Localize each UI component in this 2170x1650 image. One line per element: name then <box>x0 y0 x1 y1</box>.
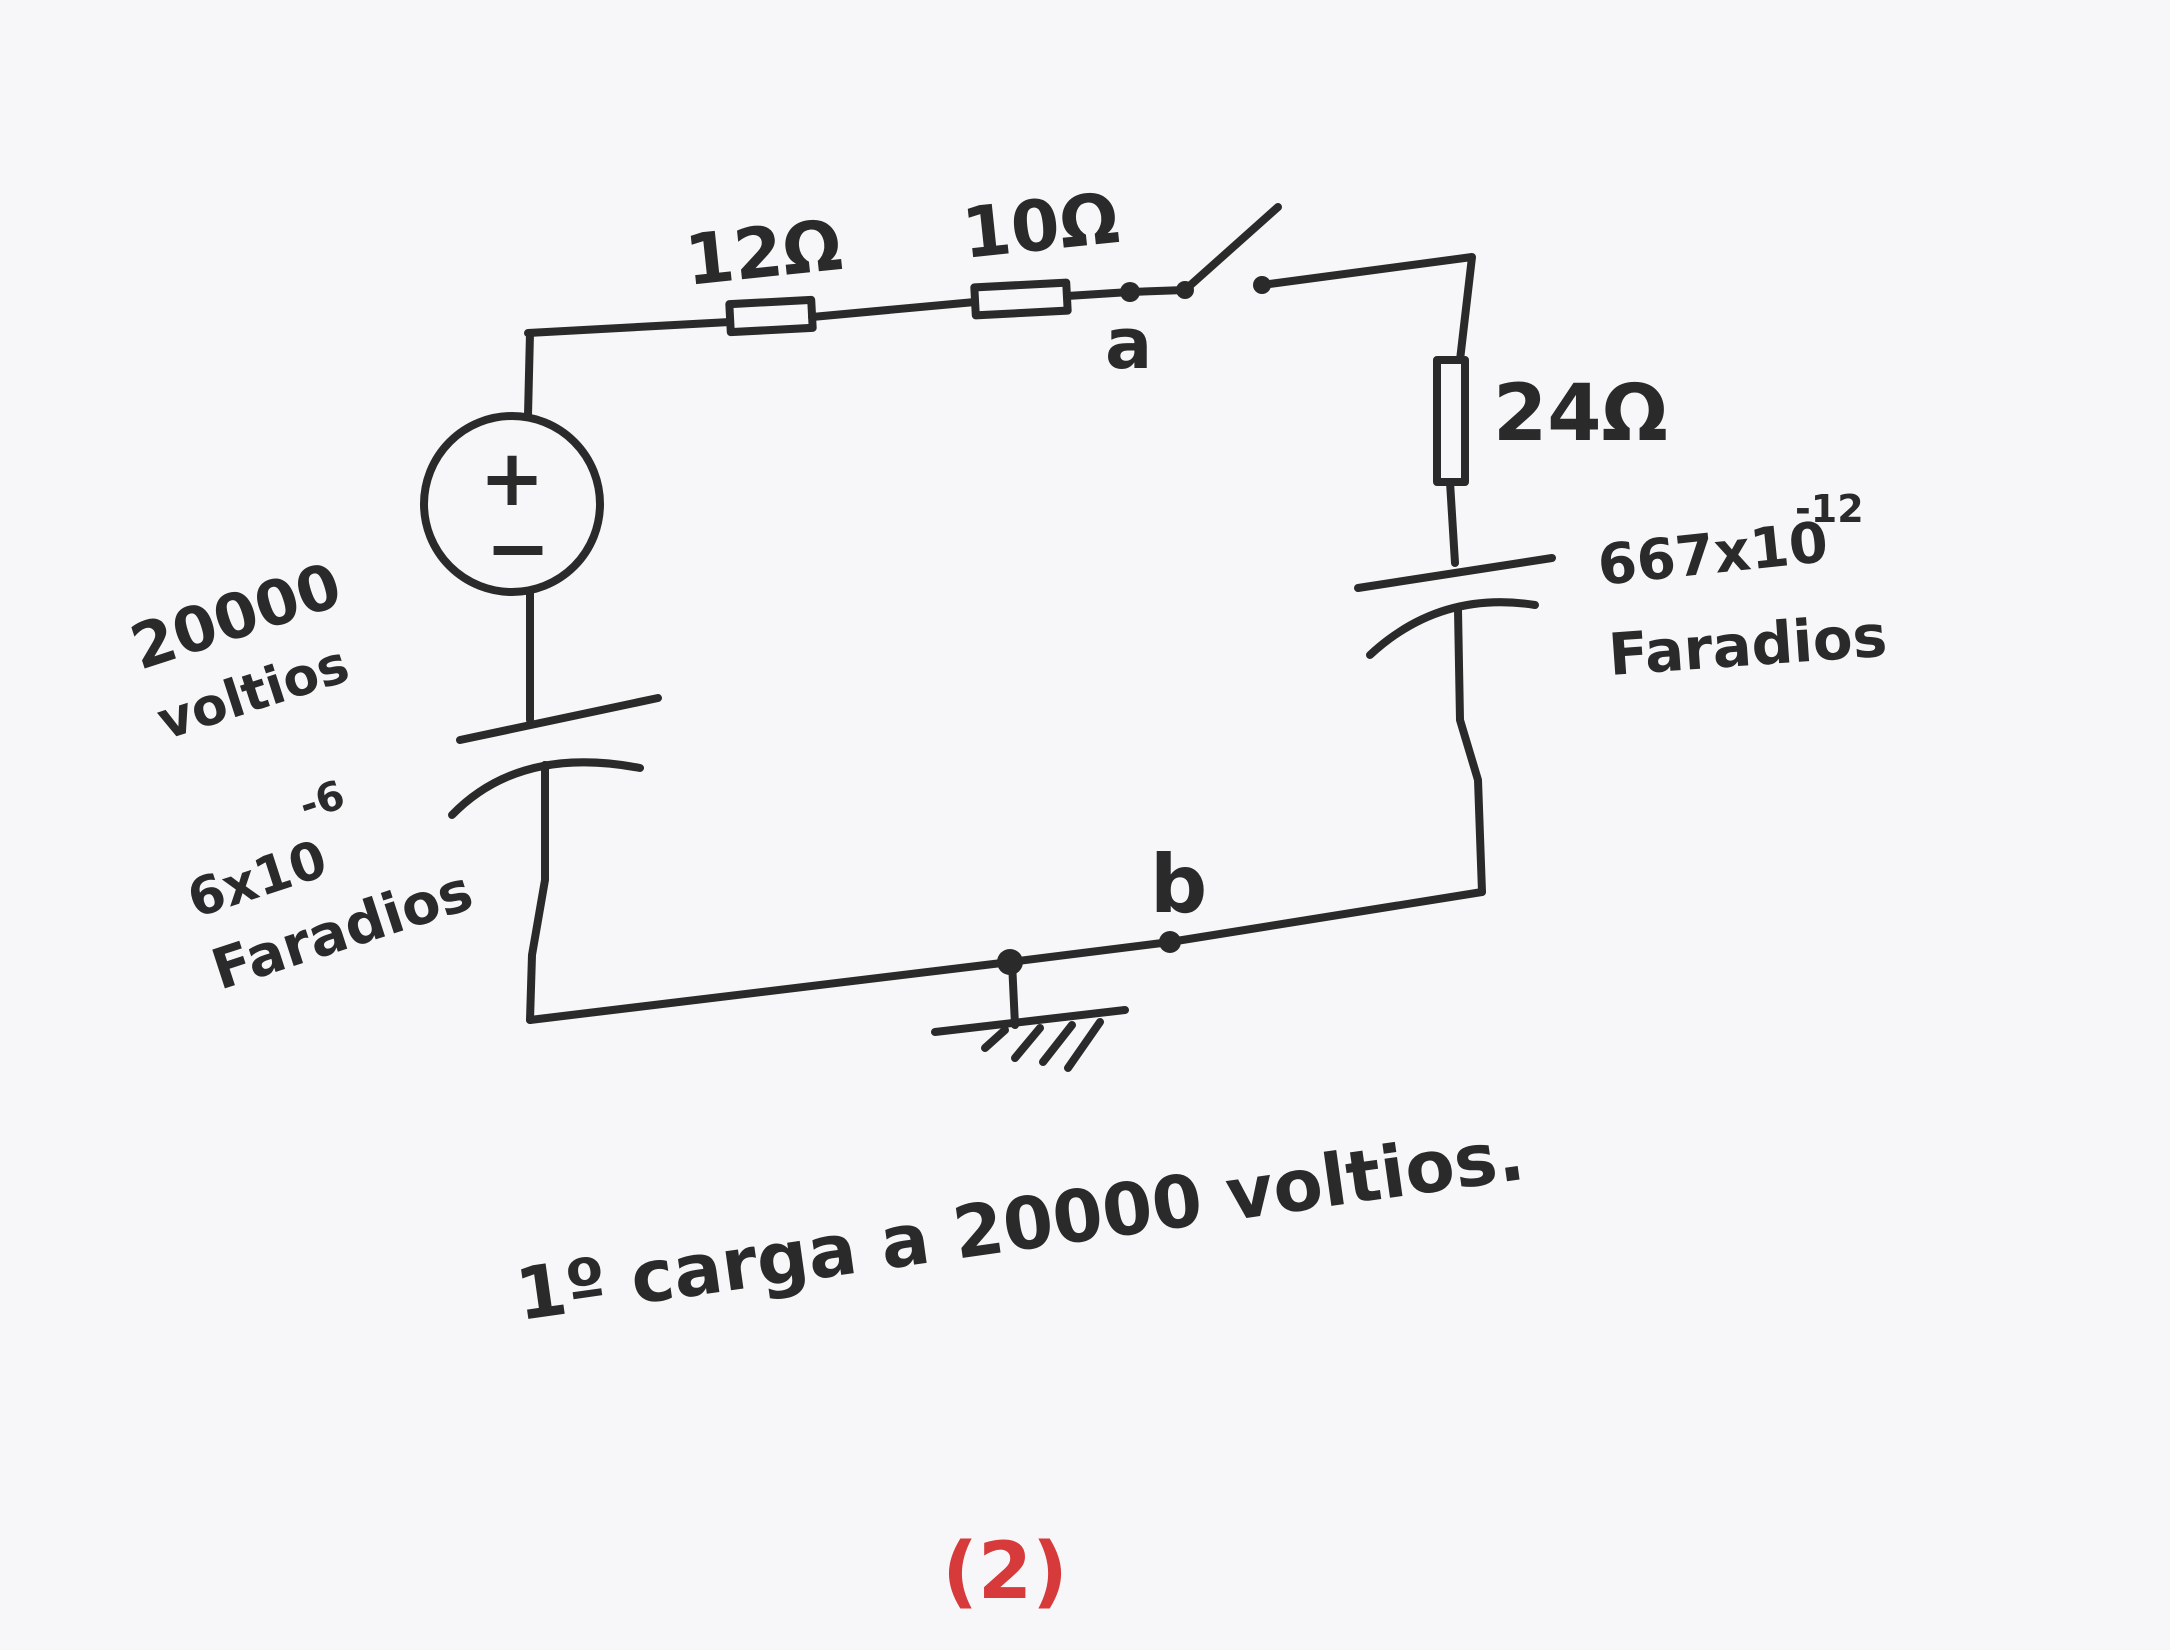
resistor-24-label: 24Ω <box>1493 369 1668 459</box>
node-b-dot <box>1159 931 1181 953</box>
switch <box>1176 203 1282 299</box>
capacitor-right-exponent-label: -12 <box>1795 487 1864 531</box>
source-minus-sign: − <box>485 504 550 594</box>
resistor-12-label: 12Ω <box>681 204 846 302</box>
wire-right-mid <box>1446 478 1459 567</box>
ground-symbol <box>931 949 1129 1072</box>
wire-right-lower <box>1454 606 1486 896</box>
resistor-24-ohm <box>1433 356 1469 486</box>
node-a-label: a <box>1105 303 1152 385</box>
wire-bottom <box>526 888 1486 1024</box>
switch-right-contact <box>1253 276 1271 294</box>
capacitor-right <box>1354 554 1556 659</box>
voltage-source: + − <box>420 412 604 596</box>
circuit-wires <box>524 253 1486 1024</box>
capacitor-left-plate-top <box>456 694 662 744</box>
capacitor-right-plate-bottom <box>1366 598 1539 659</box>
ground-bar <box>931 1006 1129 1036</box>
wire-top-right <box>1258 253 1476 364</box>
ground-hatch <box>981 1018 1104 1072</box>
resistor-12-ohm <box>725 295 817 337</box>
resistor-10-ohm <box>970 278 1072 320</box>
node-a-dot <box>1120 282 1140 302</box>
wire-top-1 <box>524 318 734 337</box>
switch-blade <box>1181 203 1282 294</box>
wire-left-top <box>524 329 534 419</box>
capacitor-right-plate-top <box>1354 554 1556 592</box>
node-b-label: b <box>1150 838 1207 931</box>
voltage-source-circle <box>420 412 604 596</box>
ground-stem <box>1008 958 1019 1029</box>
capacitor-left <box>448 694 662 819</box>
wire-left-lower <box>526 761 549 1024</box>
wire-top-2 <box>808 298 979 321</box>
capacitor-left-plate-bottom <box>448 758 644 819</box>
wire-top-3 <box>1063 288 1134 300</box>
source-plus-sign: + <box>479 434 544 524</box>
resistor-10-label: 10Ω <box>958 177 1123 275</box>
page-number: (2) <box>942 1527 1068 1617</box>
